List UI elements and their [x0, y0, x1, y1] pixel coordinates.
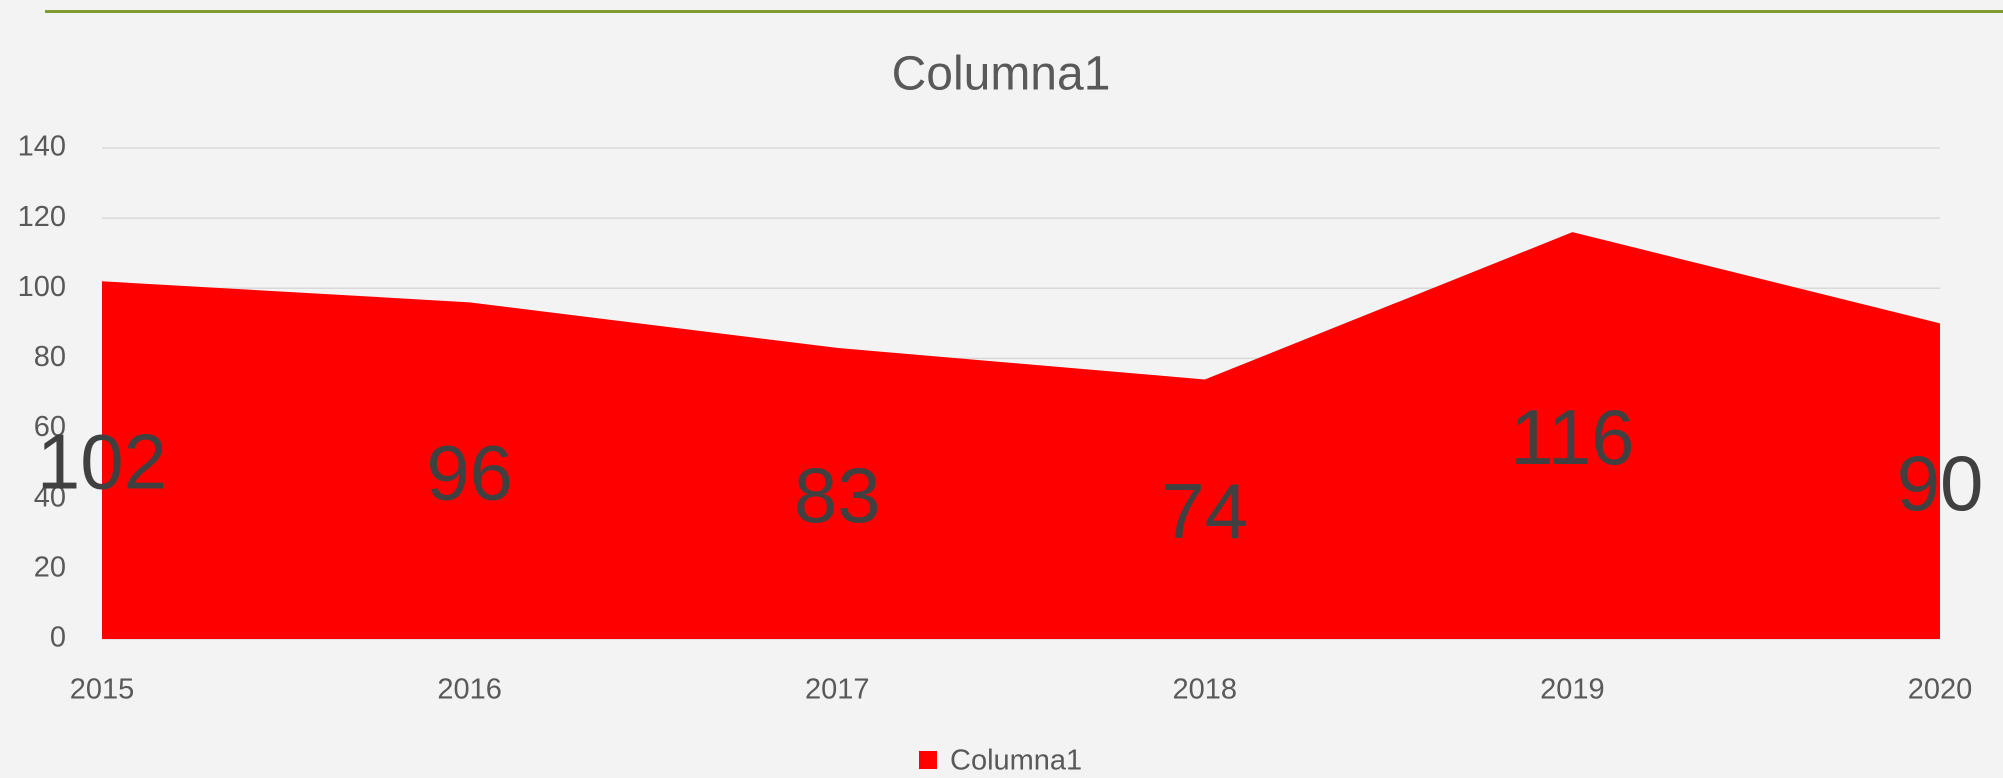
data-label: 116	[1510, 393, 1634, 481]
x-tick-label: 2016	[437, 674, 502, 706]
y-tick-label: 80	[34, 341, 66, 373]
y-tick-label: 120	[18, 201, 66, 233]
y-tick-label: 100	[18, 271, 66, 303]
area	[102, 232, 1940, 639]
x-tick-label: 2018	[1173, 674, 1238, 706]
data-label: 90	[1897, 439, 1984, 527]
y-tick-label: 40	[34, 481, 66, 513]
x-tick-label: 2015	[70, 674, 135, 706]
data-label: 83	[794, 451, 881, 539]
data-label: 74	[1161, 467, 1248, 555]
chart-title: Columna1	[892, 48, 1111, 101]
y-tick-label: 0	[50, 622, 66, 654]
data-label: 102	[37, 418, 167, 506]
legend-swatch	[919, 751, 937, 769]
x-tick-label: 2017	[805, 674, 870, 706]
data-label: 96	[426, 428, 513, 516]
legend-label: Columna1	[950, 745, 1082, 777]
y-tick-label: 140	[18, 131, 66, 163]
x-tick-label: 2019	[1540, 674, 1605, 706]
y-tick-label: 20	[34, 552, 66, 584]
y-tick-label: 60	[34, 411, 66, 443]
x-tick-label: 2020	[1908, 674, 1973, 706]
